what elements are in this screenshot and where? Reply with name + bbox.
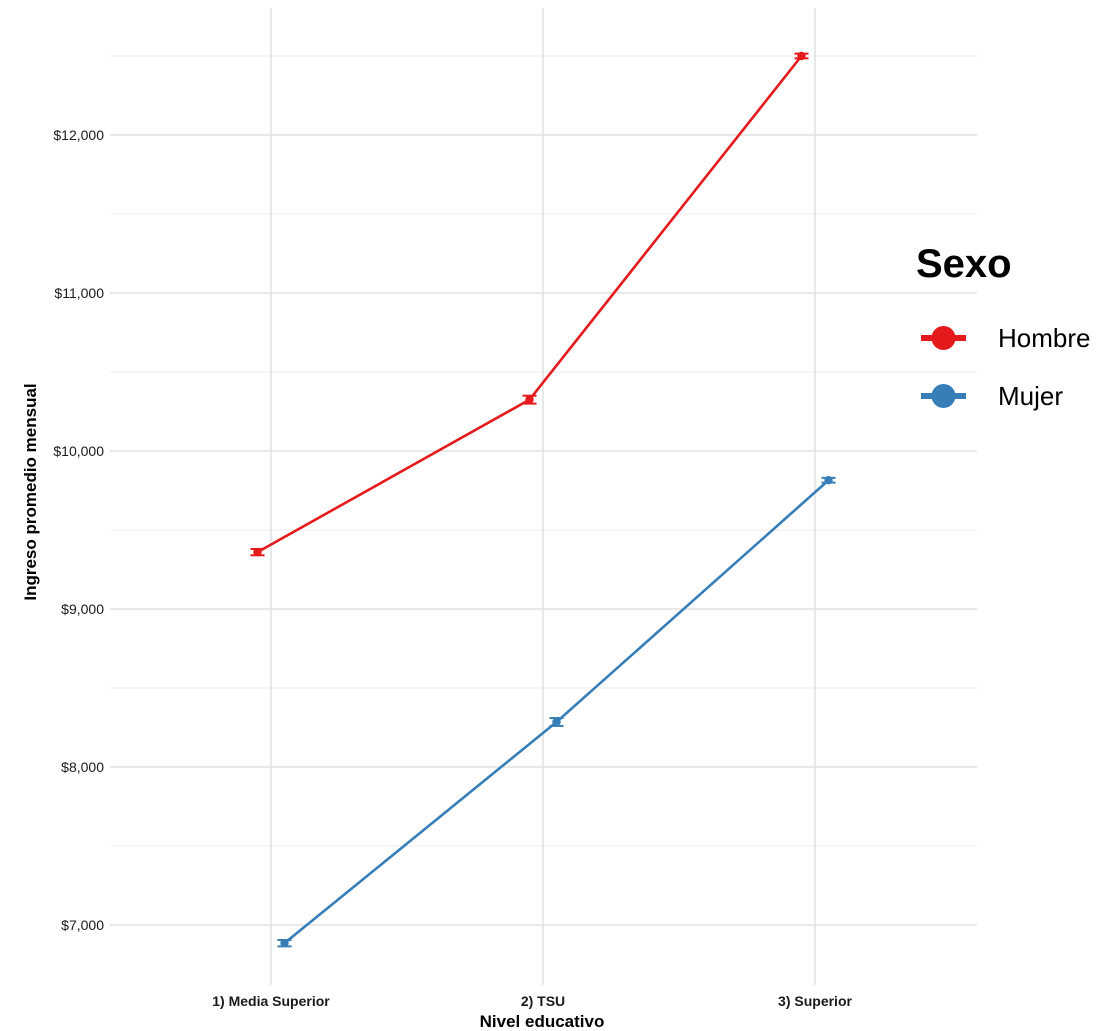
x-axis-title: Nivel educativo (480, 1012, 605, 1031)
legend: Sexo Hombre Mujer (916, 242, 1090, 411)
x-tick-label: 3) Superior (778, 993, 852, 1009)
legend-items: Hombre Mujer (921, 323, 1090, 411)
series-line (283, 479, 830, 945)
legend-title: Sexo (916, 242, 1012, 286)
x-tick-label: 1) Media Superior (212, 993, 330, 1009)
y-tick-label: $9,000 (61, 601, 104, 617)
x-tick-labels: 1) Media Superior 2) TSU 3) Superior (212, 993, 852, 1009)
legend-key-point (931, 326, 956, 350)
x-tick-label: 2) TSU (521, 993, 565, 1009)
series-hombre (250, 51, 809, 557)
y-tick-label: $8,000 (61, 759, 104, 775)
y-tick-label: $10,000 (53, 443, 104, 459)
data-point (824, 476, 833, 485)
y-tick-label: $12,000 (53, 127, 104, 143)
legend-item: Mujer (921, 381, 1063, 411)
series-mujer (277, 476, 836, 948)
grid-lines (110, 8, 977, 985)
y-tick-label: $11,000 (54, 285, 104, 301)
legend-label: Hombre (998, 323, 1090, 353)
y-tick-labels: $7,000 $8,000 $9,000 $10,000 $11,000 $12,000 (53, 127, 104, 933)
data-point (525, 395, 534, 404)
data-point (797, 51, 806, 61)
legend-label: Mujer (998, 381, 1063, 411)
series-line (256, 55, 803, 554)
legend-key-point (931, 384, 956, 408)
data-point (552, 717, 561, 727)
data-point (253, 547, 262, 557)
legend-item: Hombre (921, 323, 1090, 353)
data-point (280, 938, 289, 948)
y-tick-label: $7,000 (61, 917, 104, 933)
y-axis-title: Ingreso promedio mensual (21, 383, 40, 600)
series-lines (250, 51, 836, 948)
